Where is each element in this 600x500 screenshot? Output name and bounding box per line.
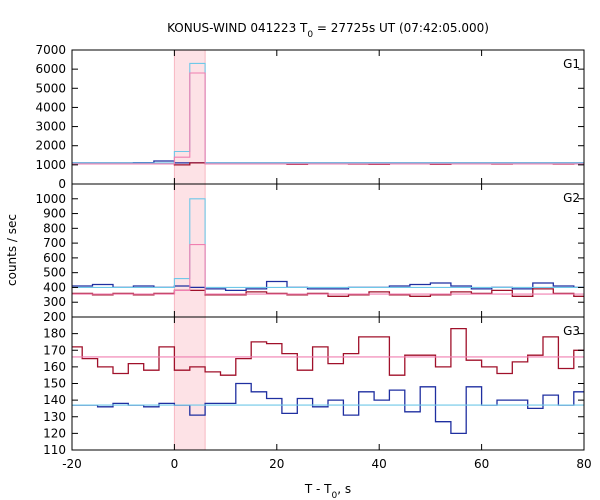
x-tick-label: 80 — [576, 457, 591, 471]
x-tick-label: 0 — [171, 457, 179, 471]
y-tick-label: 700 — [43, 236, 66, 250]
panel-label: G3 — [563, 324, 580, 338]
series-cyan-g2 — [72, 198, 584, 288]
panel-g1: 0 1000 2000 3000 4000 5000 6000 7000 G1 — [35, 43, 585, 191]
highlight-band — [174, 317, 206, 450]
x-tick-label: 40 — [372, 457, 387, 471]
y-tick-label: 600 — [43, 251, 66, 265]
y-axis-label: counts / sec — [5, 214, 19, 286]
y-tick-label: 7000 — [35, 43, 66, 57]
y-tick-label: 150 — [43, 377, 66, 391]
y-tick-label: 3000 — [35, 120, 66, 134]
series-pink-g1 — [72, 72, 584, 165]
y-tick-label: 140 — [43, 393, 66, 407]
x-tick-label: 60 — [474, 457, 489, 471]
y-tick-label: 4000 — [35, 100, 66, 114]
x-axis: -20 0 20 40 60 80 — [62, 457, 591, 471]
y-tick-label: 180 — [43, 327, 66, 341]
series-pink-g2 — [72, 244, 584, 295]
y-tick-label: 130 — [43, 410, 66, 424]
series-blue-g3 — [72, 382, 584, 435]
y-tick-label: 1000 — [35, 158, 66, 172]
series-cyan-g1 — [72, 62, 584, 164]
y-tick-label: 110 — [43, 443, 66, 457]
y-tick-label: 300 — [43, 295, 66, 309]
panel-label: G2 — [563, 191, 580, 205]
x-tick-label: -20 — [62, 457, 82, 471]
y-tick-label: 2000 — [35, 139, 66, 153]
y-tick-label: 0 — [58, 177, 66, 191]
y-tick-label: 500 — [43, 266, 66, 280]
x-axis-label: T - T0, s — [304, 482, 351, 500]
x-tick-label: 20 — [269, 457, 284, 471]
y-tick-label: 160 — [43, 360, 66, 374]
series-red-g3 — [72, 327, 584, 376]
y-tick-label: 6000 — [35, 62, 66, 76]
y-tick-label: 800 — [43, 221, 66, 235]
y-tick-label: 5000 — [35, 81, 66, 95]
y-tick-label: 400 — [43, 280, 66, 294]
panel-label: G1 — [563, 57, 580, 71]
panel-frame — [71, 316, 585, 451]
series-blue-g2 — [72, 280, 584, 292]
chart-title: KONUS-WIND 041223 T0 = 27725s UT (07:42:… — [167, 21, 489, 40]
y-tick-label: 900 — [43, 207, 66, 221]
series-red-g2 — [72, 288, 584, 297]
y-tick-label: 1000 — [35, 192, 66, 206]
panels: 01000200030004000500060007000G1200300400… — [35, 43, 591, 471]
panel-frame — [71, 183, 585, 318]
y-tick-label: 200 — [43, 310, 66, 324]
panel-g3: 110 120 130 140 150 160 170 180 G3 — [43, 316, 585, 457]
y-tick-label: 170 — [43, 343, 66, 357]
y-tick-label: 120 — [43, 426, 66, 440]
